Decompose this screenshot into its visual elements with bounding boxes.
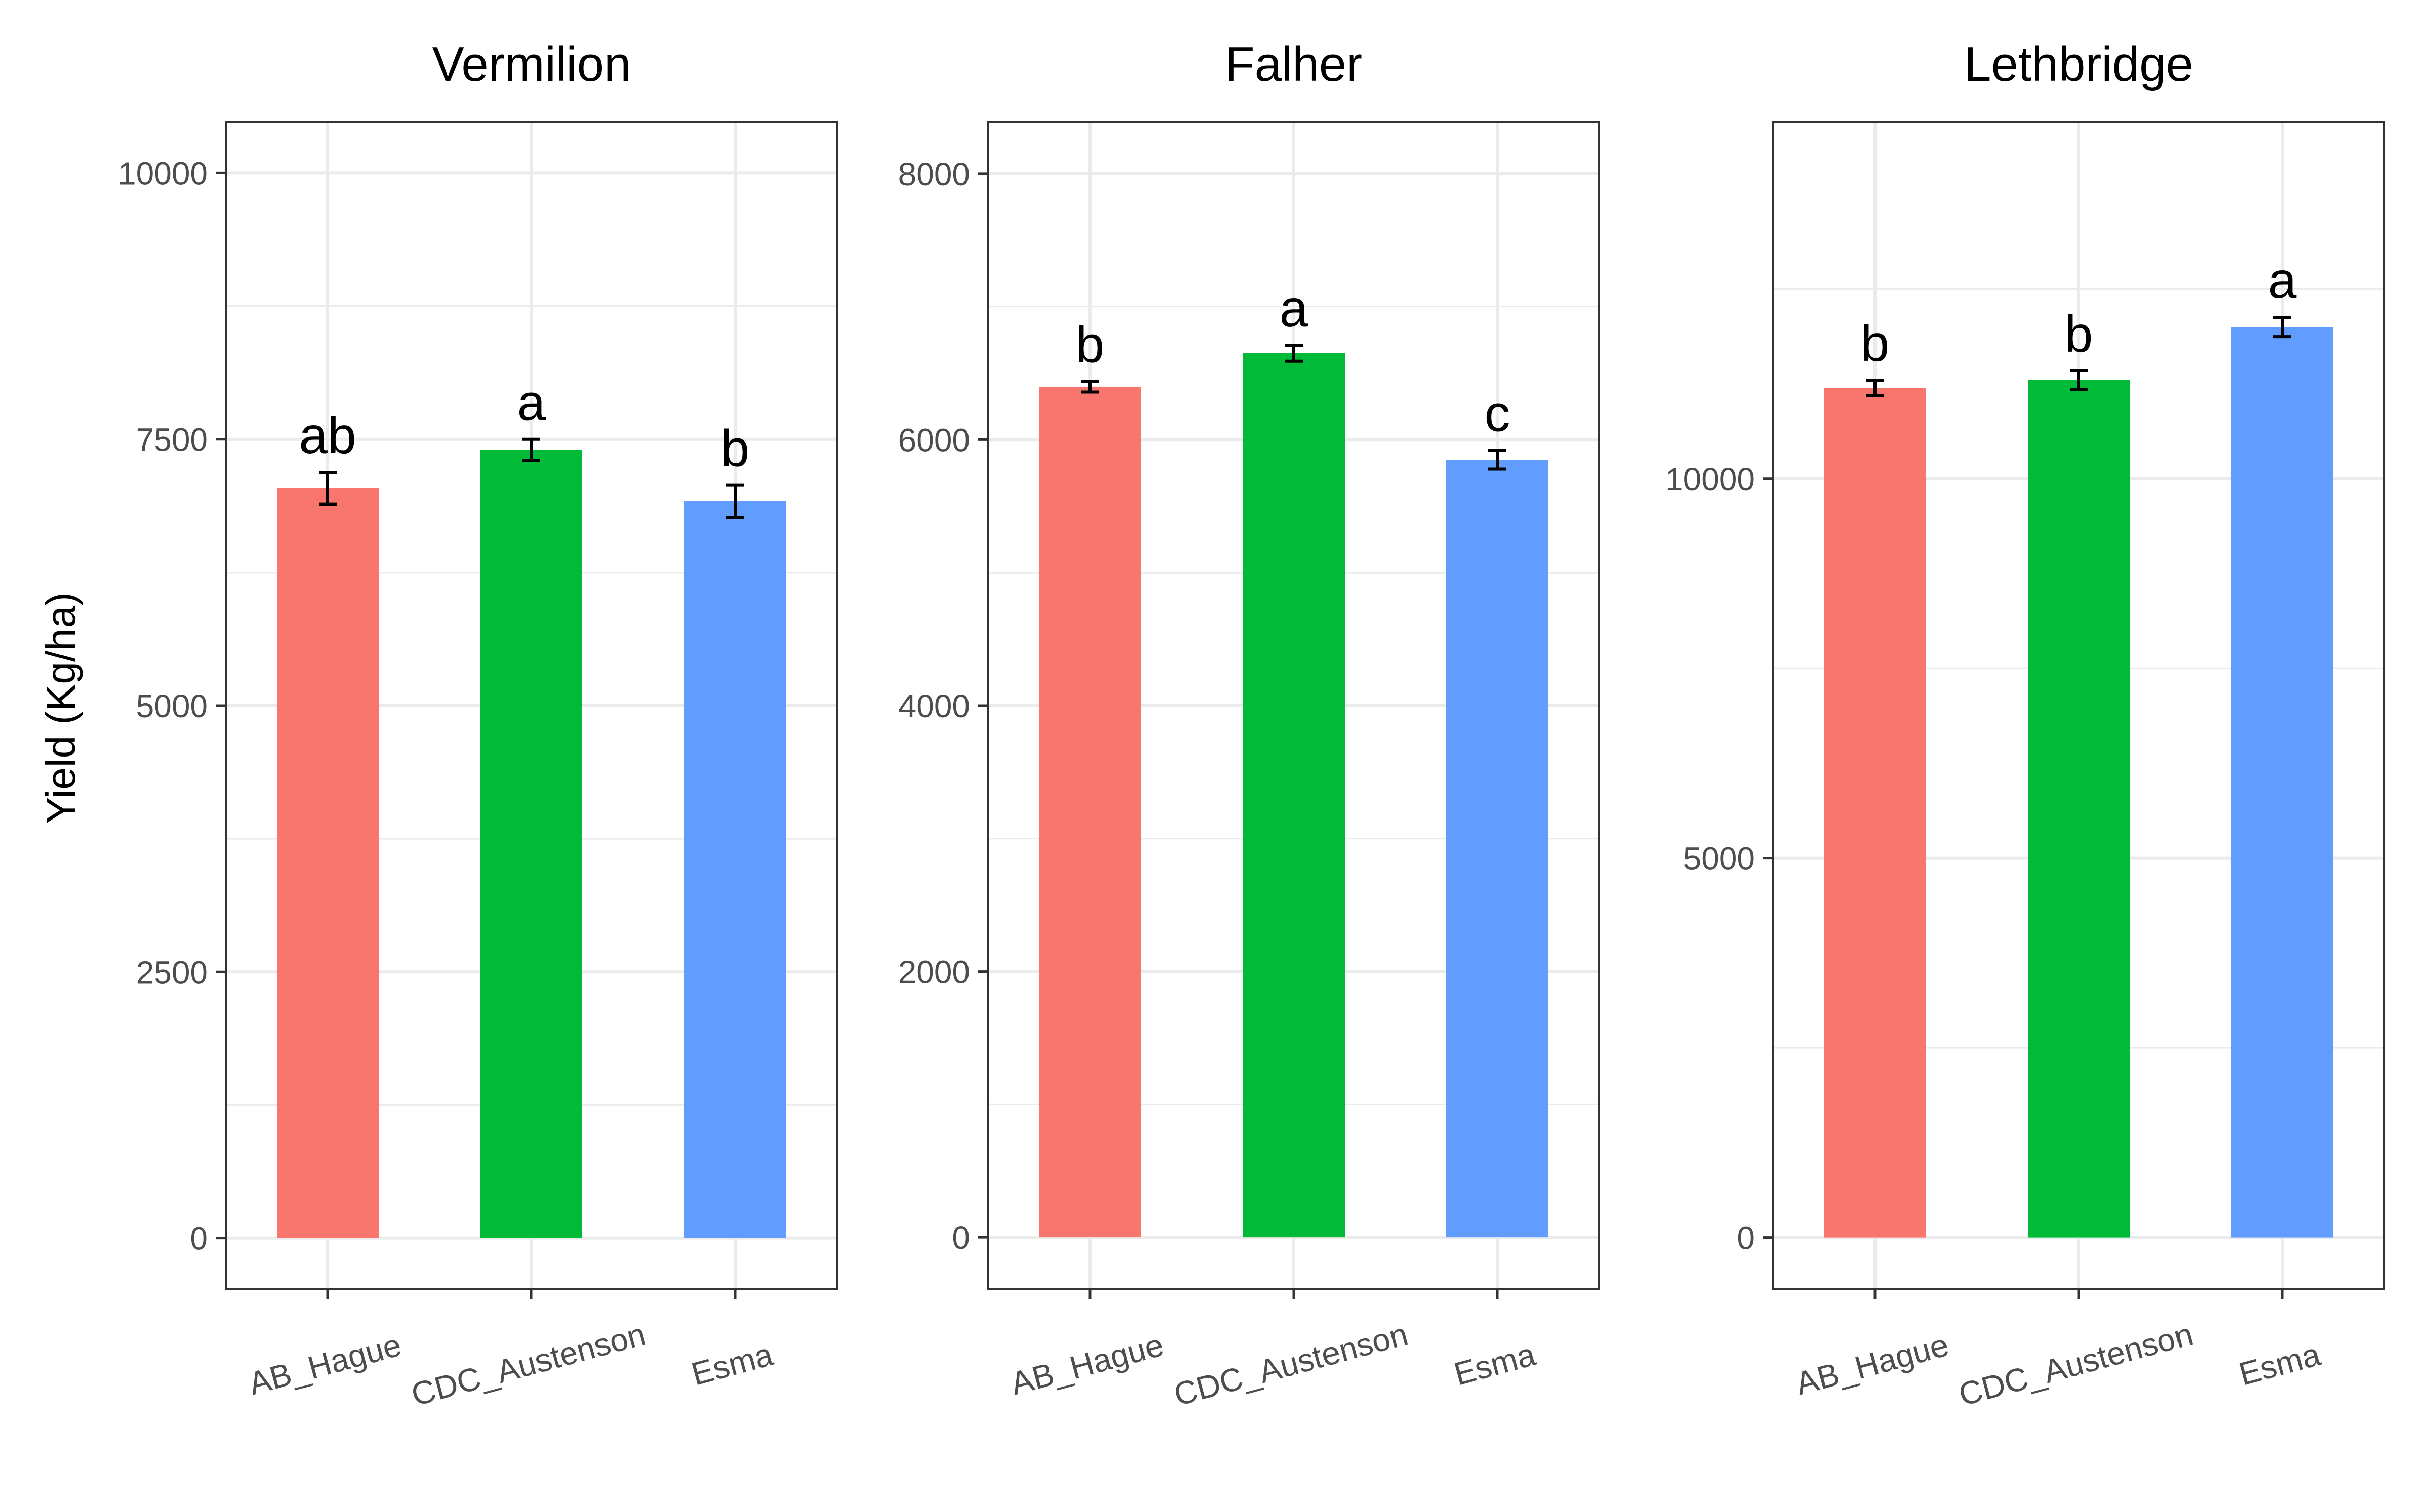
bar-esma — [1446, 460, 1548, 1238]
significance-letter: a — [517, 374, 546, 431]
y-tick-label: 7500 — [136, 422, 208, 458]
bar-esma — [2231, 327, 2333, 1238]
significance-letter: a — [1280, 280, 1308, 337]
y-tick-label: 4000 — [898, 688, 970, 724]
panel-title: Falher — [1225, 37, 1362, 91]
bar-ab_hague — [1039, 386, 1141, 1238]
x-tick-label: CDC_Austenson — [1955, 1315, 2197, 1413]
significance-letter: b — [1076, 316, 1105, 373]
bar-esma — [684, 501, 786, 1238]
bar-cdc_austenson — [1243, 353, 1345, 1238]
bar-cdc_austenson — [2028, 380, 2130, 1238]
x-tick-label: CDC_Austenson — [408, 1315, 649, 1413]
x-tick-label: AB_Hague — [1792, 1327, 1952, 1402]
y-tick-label: 8000 — [898, 156, 970, 193]
significance-letter: b — [721, 420, 750, 477]
y-tick-label: 10000 — [1665, 461, 1755, 497]
significance-letter: c — [1485, 385, 1510, 443]
y-tick-label: 0 — [1737, 1220, 1755, 1256]
significance-letter: ab — [299, 407, 356, 464]
y-tick-label: 5000 — [1683, 841, 1755, 877]
y-tick-label: 0 — [190, 1221, 208, 1257]
panel-title: Vermilion — [432, 37, 631, 91]
y-tick-label: 5000 — [136, 688, 208, 724]
bar-ab_hague — [1824, 388, 1926, 1238]
x-tick-label: Esma — [688, 1336, 777, 1393]
bar-cdc_austenson — [480, 450, 582, 1238]
y-axis-title: Yield (Kg/ha) — [38, 592, 83, 824]
significance-letter: b — [1861, 314, 1890, 372]
significance-letter: b — [2065, 305, 2093, 363]
y-tick-label: 10000 — [118, 155, 208, 192]
significance-letter: a — [2268, 251, 2297, 309]
x-tick-label: Esma — [1450, 1336, 1539, 1393]
x-tick-label: Esma — [2235, 1336, 2324, 1393]
x-tick-label: CDC_Austenson — [1170, 1315, 1412, 1413]
panel-lethbridge: b b a 0 5000 10000 AB_Hague CDC_Austenson Esma Le… — [1665, 37, 2385, 1413]
panel-falher: b a c 0 2000 4000 6000 8000 AB_Hague CDC_Austenso… — [898, 37, 1600, 1413]
y-tick-label: 0 — [952, 1220, 970, 1256]
x-tick-label: AB_Hague — [245, 1327, 405, 1402]
y-tick-label: 6000 — [898, 422, 970, 458]
panel-title: Lethbridge — [1964, 37, 2193, 91]
x-tick-label: AB_Hague — [1007, 1327, 1167, 1402]
y-tick-label: 2000 — [898, 954, 970, 990]
bar-ab_hague — [277, 488, 379, 1238]
y-tick-label: 2500 — [136, 954, 208, 990]
